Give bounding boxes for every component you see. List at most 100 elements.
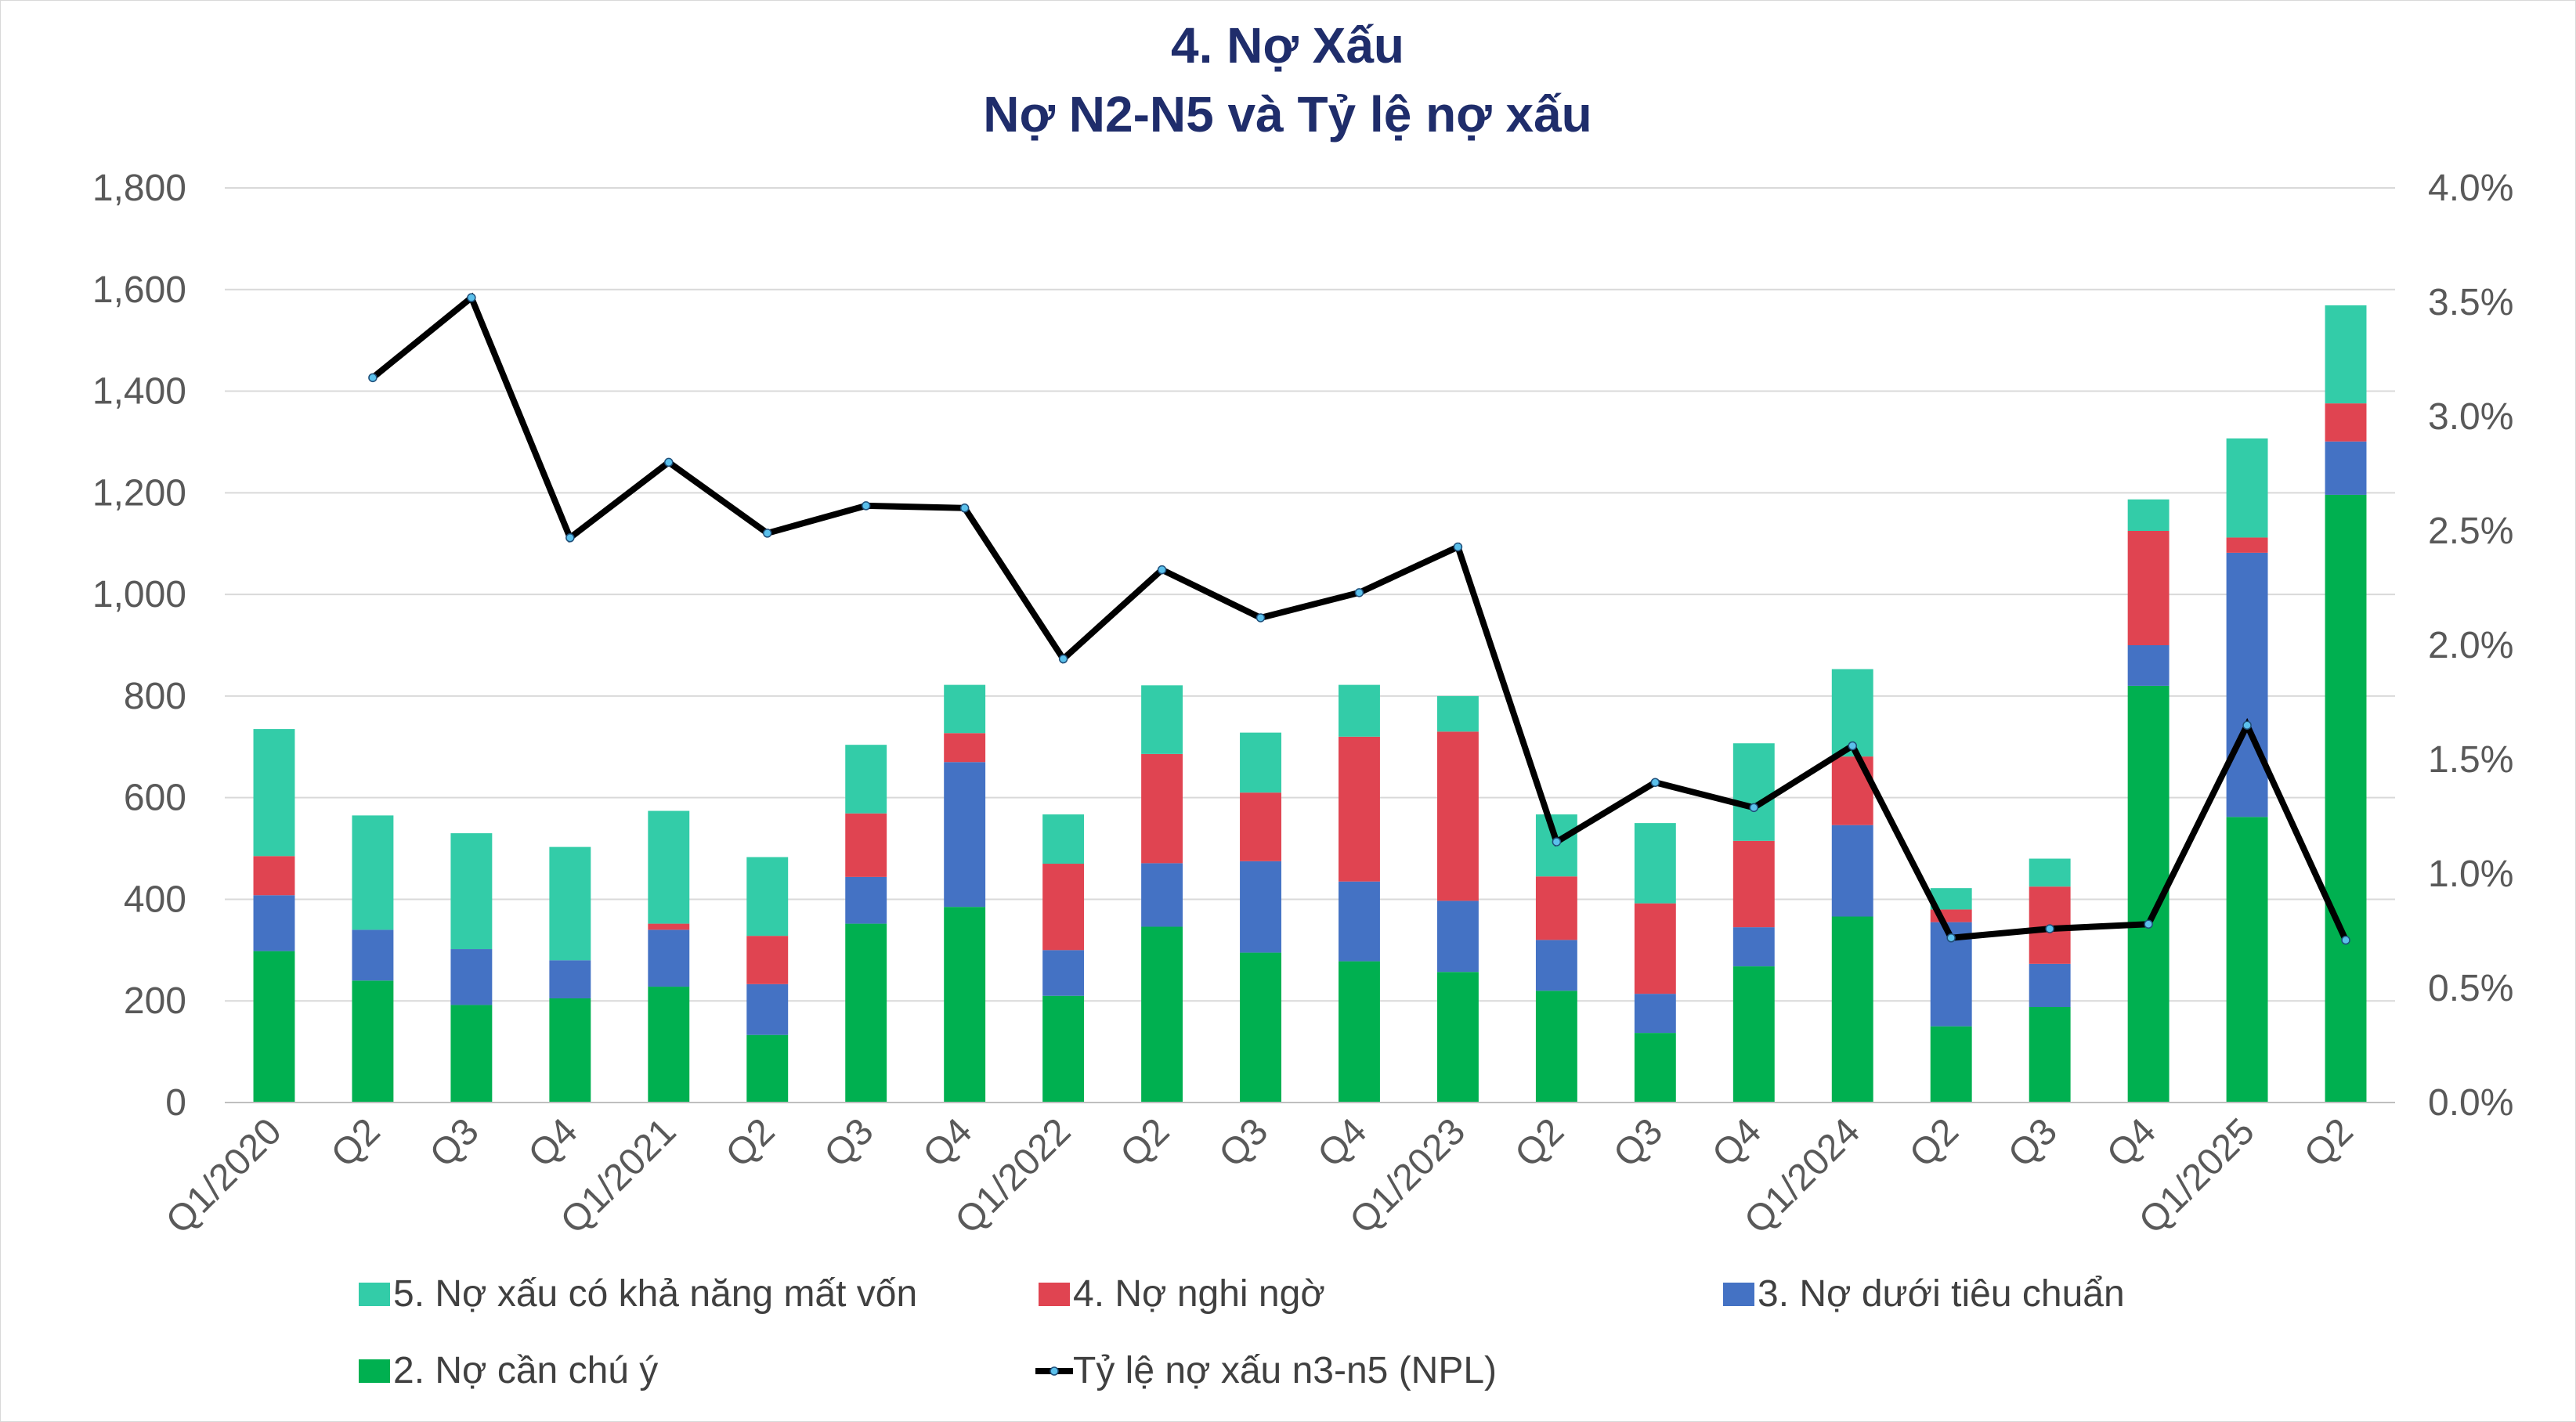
bar-segment [1732,840,1775,928]
bar-segment [1732,743,1775,841]
npl-point [1946,933,1956,943]
y-tick-label: 800 [124,676,186,717]
bar-segment [2226,537,2268,553]
bar-segment [352,929,394,981]
bar-segment [2029,1007,2071,1103]
bar-segment [450,833,493,950]
bar-segment [2029,963,2071,1008]
bar-segment [2226,552,2268,817]
bar-segment [253,729,295,857]
bar-segment [2127,645,2170,686]
npl-point [2242,720,2252,730]
npl-point [959,503,970,513]
y2-tick-label: 1.5% [2428,739,2513,781]
bar-segment [648,929,690,987]
bar-segment [944,907,986,1103]
bar-segment [845,876,887,924]
npl-point [1255,613,1266,623]
bar-segment [1042,950,1085,996]
y-tick-label: 1,000 [92,574,186,615]
bar-segment [1436,731,1479,901]
y2-tick-label: 2.5% [2428,511,2513,552]
bar-segment [1141,926,1183,1103]
y2-tick-label: 0.5% [2428,968,2513,1009]
bar-segment [2325,494,2367,1103]
bar-segment [352,980,394,1103]
bar-segment [944,733,986,763]
legend-swatch [359,1283,390,1306]
bar-segment [1634,823,1676,904]
chart-subtitle: Nợ N2-N5 và Tỷ lệ nợ xấu [983,86,1591,143]
bar-segment [1634,994,1676,1034]
npl-line [368,292,2350,945]
npl-point [2341,935,2350,945]
bar-segment [1240,861,1281,953]
bar-segment [1240,952,1281,1103]
bar-segment [1141,685,1183,754]
y-tick-label: 600 [124,778,186,819]
y2-tick-label: 1.0% [2428,854,2513,895]
bar-segment [845,813,887,877]
bar-segment [1831,825,1873,917]
bar-segment [1141,753,1183,864]
bar-segment [1042,864,1085,951]
bar-segment [549,998,591,1103]
y2-tick-label: 2.0% [2428,625,2513,666]
npl-point [1749,803,1759,813]
bar-segment [2325,403,2367,442]
y-tick-label: 400 [124,879,186,920]
legend-label: 5. Nợ xấu có khả năng mất vốn [393,1273,917,1315]
bar-segment [1436,900,1479,973]
bar-segment [2325,305,2367,404]
y2-tick-label: 3.5% [2428,282,2513,323]
bar-segment [1141,863,1183,927]
legend-line-marker [1050,1366,1059,1376]
bar-segment [746,1034,789,1103]
bar-segment [2029,858,2071,887]
bar-segment [1042,814,1085,864]
npl-point [1058,654,1068,664]
bar-segment [1042,995,1085,1103]
bar-segment [1339,736,1380,882]
y2-tick-label: 0.0% [2428,1082,2513,1124]
bar-segment [2226,817,2268,1103]
bar-segment [1930,1026,1972,1103]
bar-segment [2127,499,2170,531]
chart-title: 4. Nợ Xấu [1171,17,1404,74]
bar-segment [845,923,887,1103]
bars [253,305,2367,1103]
bar-segment [1732,966,1775,1103]
bar-segment [944,762,986,908]
bar-segment [2325,441,2367,495]
bar-segment [2127,531,2170,645]
npl-point [861,501,871,511]
bar-segment [450,1005,493,1103]
bar-segment [1240,792,1281,861]
bar-segment [1240,732,1281,793]
bar-segment [1339,881,1380,962]
bar-segment [549,960,591,998]
npl-point [1453,542,1463,552]
npl-point [1848,741,1857,751]
y-tick-label: 0 [165,1082,186,1124]
bar-segment [746,983,789,1035]
npl-point [368,373,378,383]
y2-tick-label: 3.0% [2428,396,2513,438]
npl-point [565,533,575,543]
bar-segment [1535,991,1577,1103]
bar-segment [450,949,493,1005]
legend-label: 3. Nợ dưới tiêu chuẩn [1758,1273,2125,1315]
bar-segment [253,895,295,951]
legend-swatch [1039,1283,1070,1306]
y-tick-label: 1,400 [92,371,186,413]
npl-point [763,529,772,538]
legend-swatch [359,1359,390,1383]
npl-point [2144,919,2153,929]
bar-segment [2226,438,2268,538]
bar-segment [1831,916,1873,1103]
npl-point [467,293,476,302]
bar-segment [1535,876,1577,940]
bar-segment [1732,927,1775,967]
bar-segment [1634,903,1676,994]
